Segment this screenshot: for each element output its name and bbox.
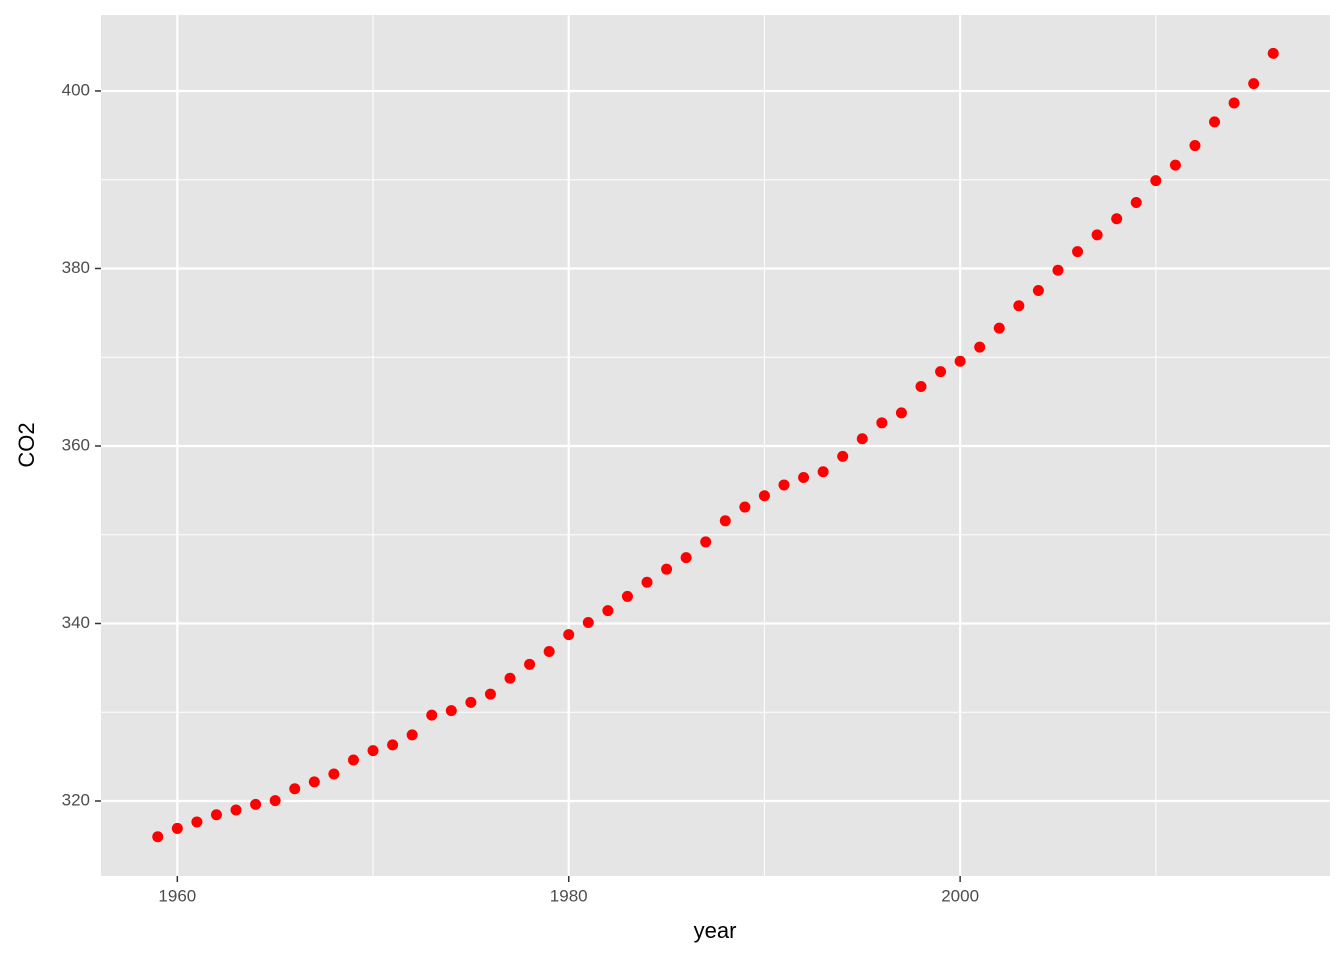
point xyxy=(1111,213,1123,225)
points xyxy=(152,47,1279,843)
point xyxy=(993,322,1005,334)
point xyxy=(1052,264,1064,276)
point xyxy=(680,552,692,564)
point xyxy=(269,795,281,807)
y-axis-title: CO2 xyxy=(14,422,39,467)
point xyxy=(837,450,849,462)
x-tick-label: 2000 xyxy=(941,886,979,905)
point xyxy=(798,471,810,483)
point xyxy=(1267,47,1279,59)
point xyxy=(406,729,418,741)
point xyxy=(817,466,829,478)
point xyxy=(641,576,653,588)
point xyxy=(1209,116,1221,128)
point xyxy=(563,629,575,641)
y-tick-label: 360 xyxy=(62,435,90,454)
point xyxy=(935,366,947,378)
x-axis-title: year xyxy=(694,918,737,943)
point xyxy=(484,688,496,700)
point xyxy=(171,822,183,834)
point xyxy=(308,776,320,788)
point xyxy=(700,536,712,548)
point xyxy=(1228,97,1240,109)
point xyxy=(856,433,868,445)
point xyxy=(778,479,790,491)
point xyxy=(543,646,555,658)
point xyxy=(289,783,301,795)
x-tick-label: 1980 xyxy=(550,886,588,905)
x-tick-label: 1960 xyxy=(158,886,196,905)
point xyxy=(250,798,262,810)
point xyxy=(1169,159,1181,171)
point xyxy=(465,696,477,708)
point xyxy=(387,739,399,751)
point xyxy=(582,617,594,629)
point xyxy=(876,417,888,429)
point xyxy=(445,705,457,717)
point xyxy=(328,768,340,780)
grid xyxy=(101,15,1330,876)
point xyxy=(426,709,438,721)
point xyxy=(661,563,673,575)
point xyxy=(1091,229,1103,241)
point xyxy=(230,804,242,816)
y-tick-label: 340 xyxy=(62,613,90,632)
point xyxy=(621,590,633,602)
point xyxy=(602,605,614,617)
y-tick-label: 400 xyxy=(62,80,90,99)
point xyxy=(758,490,770,502)
point xyxy=(1189,140,1201,152)
point xyxy=(1150,175,1162,187)
point xyxy=(954,355,966,367)
point xyxy=(504,672,516,684)
point xyxy=(974,341,986,353)
point xyxy=(1130,197,1142,209)
point xyxy=(719,515,731,527)
y-tick-label: 320 xyxy=(62,790,90,809)
point xyxy=(895,407,907,419)
point xyxy=(1072,246,1084,258)
point xyxy=(524,658,536,670)
y-tick-label: 380 xyxy=(62,258,90,277)
point xyxy=(915,381,927,393)
point xyxy=(210,809,222,821)
point xyxy=(739,501,751,513)
point xyxy=(152,831,164,843)
point xyxy=(191,816,203,828)
point xyxy=(347,754,359,766)
point xyxy=(1013,300,1025,312)
point xyxy=(367,745,379,757)
point xyxy=(1032,284,1044,296)
point xyxy=(1248,78,1260,90)
